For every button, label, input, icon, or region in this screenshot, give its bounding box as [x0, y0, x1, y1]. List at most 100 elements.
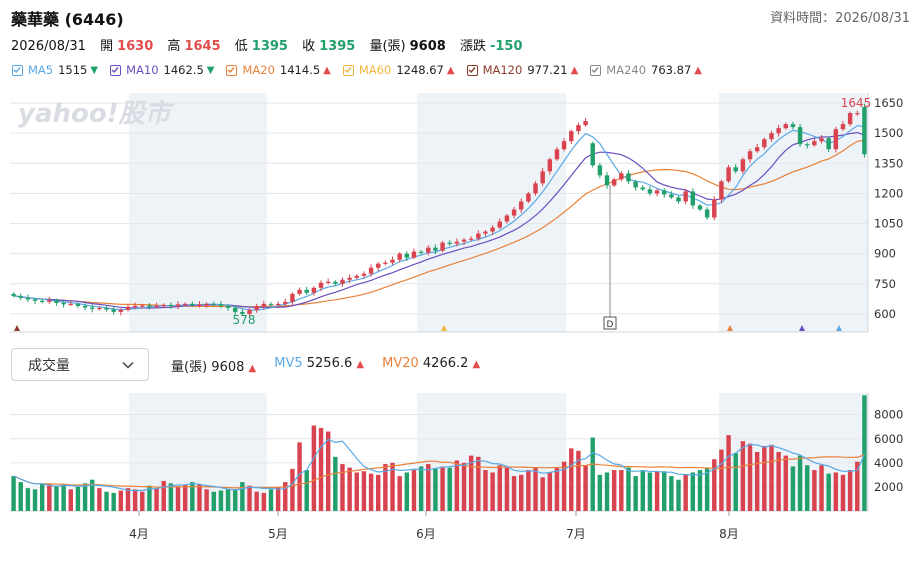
volume-bar: [68, 489, 73, 511]
candle-body: [104, 307, 109, 310]
candle-body: [762, 139, 767, 148]
candle-body: [304, 289, 309, 293]
event-marker-box: [603, 316, 617, 330]
ma-toggle-ma240[interactable]: MA240 763.87 ▲: [590, 63, 702, 77]
ma-toggle-ma20[interactable]: MA20 1414.5 ▲: [226, 63, 331, 77]
checkbox-icon[interactable]: [466, 64, 478, 76]
price-tick-label: 1500: [874, 126, 903, 140]
candle-body: [383, 262, 388, 264]
candle-body: [218, 304, 224, 306]
candle-body: [240, 311, 245, 314]
candle-body: [290, 293, 295, 302]
arrow-up-icon: ▲: [570, 64, 579, 76]
volume-bar: [190, 482, 195, 511]
volume-bar: [368, 473, 374, 511]
volume-bar: [218, 490, 224, 511]
candle-body: [440, 242, 445, 251]
volume-bar: [604, 472, 610, 511]
candle-body: [147, 305, 152, 307]
volume-bar: [697, 470, 703, 511]
volume-bar: [554, 467, 560, 511]
mv5-value: 5256.6: [306, 356, 353, 371]
checkbox-icon[interactable]: [12, 64, 23, 76]
volume-bar: [662, 471, 667, 511]
volume-bar: [325, 431, 331, 511]
volume-bar: [125, 488, 131, 511]
ma-name: MA240: [606, 63, 647, 77]
volume-bar: [833, 472, 839, 511]
candle-body: [32, 299, 38, 301]
arrow-up-icon: ▲: [446, 64, 455, 76]
ma-toggle-ma60[interactable]: MA60 1248.67 ▲: [342, 63, 455, 77]
checkbox-icon[interactable]: [226, 64, 238, 76]
candle-body: [783, 124, 788, 129]
candle-body: [690, 191, 696, 206]
candle-body: [833, 129, 839, 150]
volume-bar: [747, 443, 753, 511]
indicator-dropdown[interactable]: 成交量: [11, 348, 149, 381]
candle-body: [647, 189, 653, 194]
volume-bar: [361, 471, 367, 511]
high-label: 高: [167, 39, 181, 54]
max-price-label: 1645: [841, 96, 872, 110]
ma-toggle-ma10[interactable]: MA10 1462.5 ▼: [110, 63, 214, 77]
mv20-line: [13, 454, 865, 489]
volume-bar: [39, 483, 45, 511]
stock-title: 藥華藥 (6446): [11, 10, 124, 29]
candle-body: [254, 306, 259, 310]
ma-value: 1248.67: [396, 63, 444, 77]
signal-triangle-icon: [799, 325, 805, 331]
candle-body: [461, 239, 467, 242]
ma-toggle-ma120[interactable]: MA120 977.21 ▲: [466, 63, 579, 77]
candle-body: [418, 251, 424, 253]
candle-body: [669, 194, 674, 198]
volume-bar: [383, 464, 388, 511]
candle-body: [468, 238, 474, 240]
volume-bar: [669, 476, 674, 511]
candle-body: [397, 253, 402, 260]
close-group: 收 1395: [302, 39, 355, 54]
volume-bar: [676, 479, 681, 511]
open-value: 1630: [117, 39, 154, 54]
ma-value: 1515: [58, 63, 88, 77]
volume-bar: [583, 465, 588, 511]
candle-body: [111, 309, 116, 312]
ma-name: MA5: [28, 63, 54, 77]
candle-body: [268, 303, 274, 306]
volume-tick-label: 4000: [874, 456, 903, 470]
volume-bar: [376, 474, 381, 511]
candle-body: [61, 302, 66, 305]
ma-value: 1414.5: [279, 63, 321, 77]
candle-body: [719, 181, 724, 200]
candle-body: [683, 191, 688, 202]
volume-bar: [390, 462, 395, 511]
candle-body: [404, 253, 410, 258]
open-group: 開 1630: [100, 39, 153, 54]
volume-bar: [754, 452, 760, 511]
volume-bar: [569, 448, 574, 511]
low-group: 低 1395: [235, 39, 288, 54]
candle-body: [247, 309, 252, 314]
high-group: 高 1645: [167, 39, 220, 54]
volume-bar: [418, 466, 424, 511]
checkbox-icon[interactable]: [590, 64, 602, 76]
candle-body: [333, 281, 338, 284]
checkbox-icon[interactable]: [110, 64, 122, 76]
chevron-down-icon: [122, 357, 134, 373]
candle-body: [168, 304, 174, 307]
candle-body: [547, 159, 553, 172]
ma-toggle-ma5[interactable]: MA5 1515 ▼: [12, 63, 98, 77]
ma-name: MA20: [242, 63, 275, 77]
candle-body: [132, 305, 138, 308]
checkbox-icon[interactable]: [342, 64, 354, 76]
volume-bar: [576, 450, 581, 511]
candle-body: [654, 190, 660, 194]
volume-bar: [290, 468, 295, 511]
candle-body: [190, 303, 195, 306]
volume-bar: [783, 455, 788, 511]
volume-bar: [175, 486, 181, 511]
volume-bar: [497, 465, 502, 511]
volume-bar: [547, 472, 553, 511]
ma-name: MA10: [126, 63, 159, 77]
month-band: [719, 93, 868, 332]
